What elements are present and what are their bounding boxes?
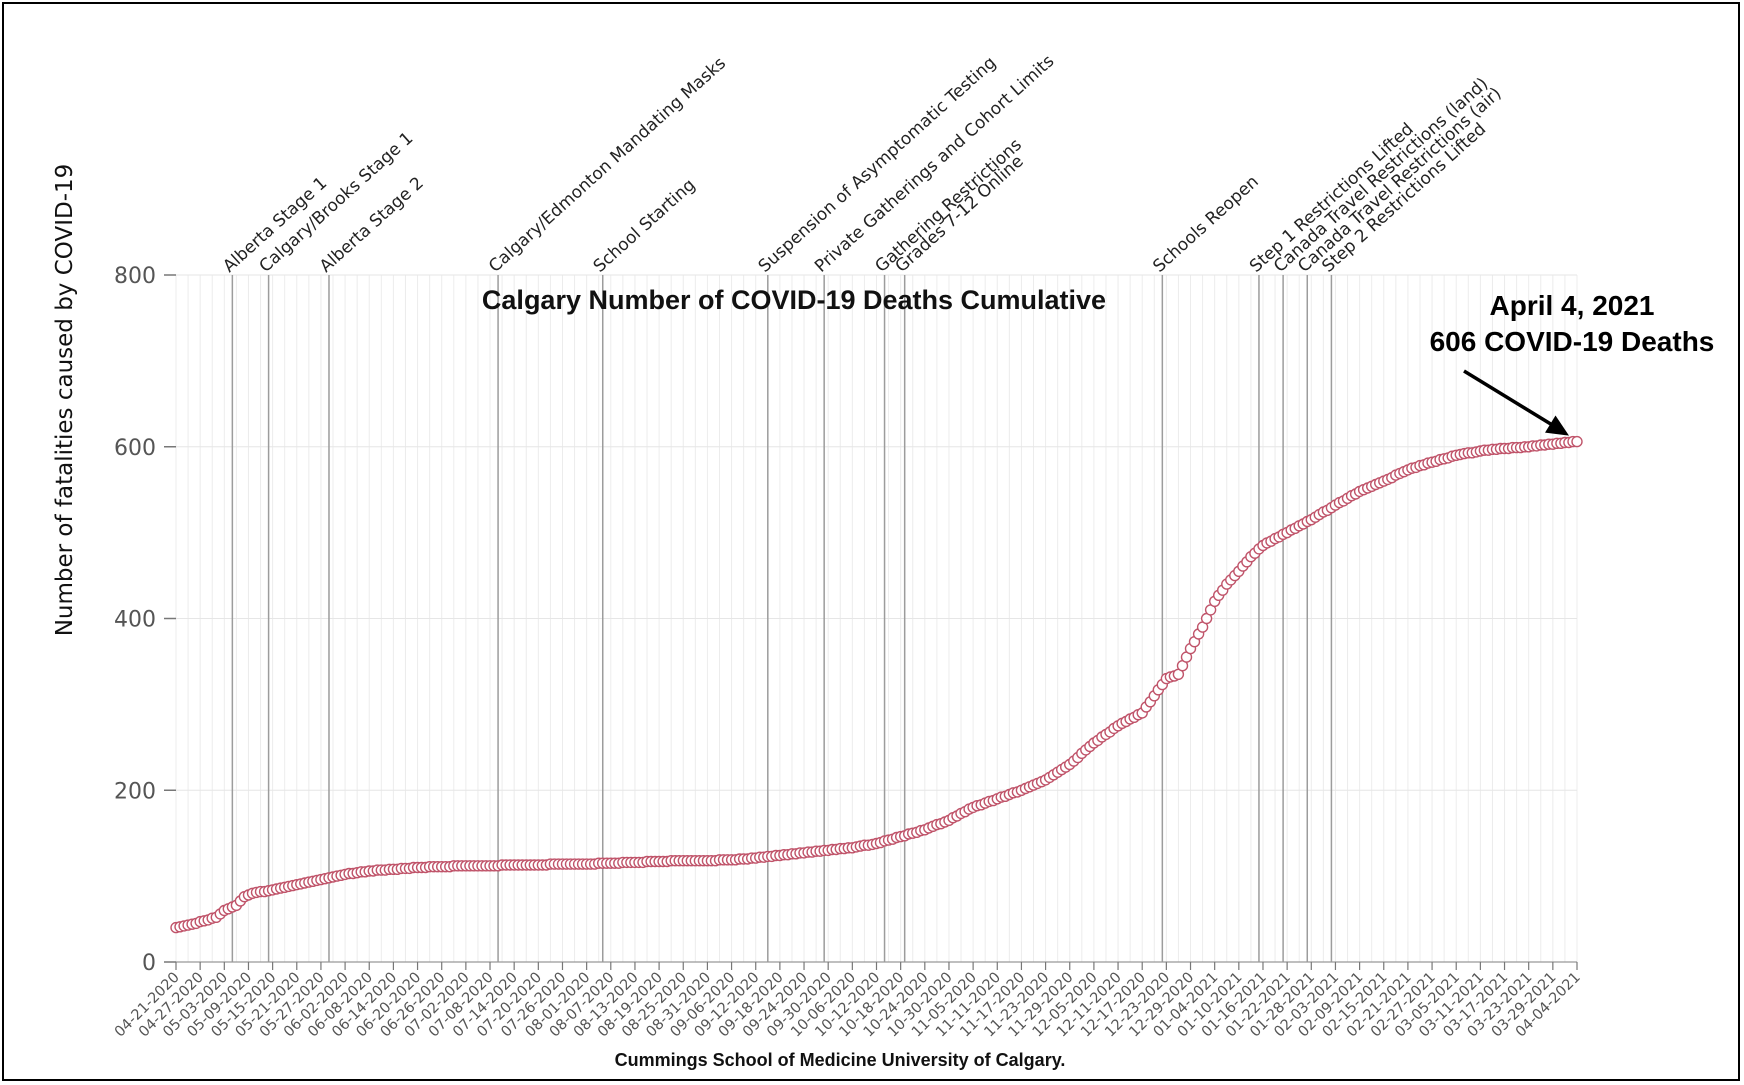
x-axis-label: Cummings School of Medicine University o…	[615, 1050, 1066, 1070]
annotation-arrow-head	[1545, 415, 1569, 436]
series-deaths	[170, 435, 1583, 934]
y-axis-label: Number of fatalities caused by COVID-19	[52, 164, 78, 637]
y-tick-label: 600	[114, 436, 156, 461]
y-tick-label: 800	[114, 264, 156, 289]
y-tick-label: 0	[142, 951, 156, 976]
annotation-arrow-shaft	[1463, 369, 1556, 429]
event-label: Canada Travel Restrictions (land)	[1270, 74, 1492, 277]
grid-lines	[175, 274, 1578, 963]
labels: Calgary Number of COVID-19 Deaths Cumula…	[52, 164, 1714, 1070]
event-label: Suspension of Asymptomatic Testing	[755, 53, 1000, 277]
chart-title: Calgary Number of COVID-19 Deaths Cumula…	[482, 285, 1106, 315]
data-point	[1571, 435, 1583, 448]
event-label: Alberta Stage 2	[316, 173, 428, 276]
axes: 020040060080004-21-202004-27-202005-03-2…	[112, 264, 1584, 1040]
event-label: School Starting	[590, 175, 700, 277]
y-tick-label: 200	[114, 779, 156, 804]
annotation-count: 606 COVID-19 Deaths	[1430, 326, 1715, 357]
annotation-arrow	[1463, 369, 1569, 436]
annotation-date: April 4, 2021	[1490, 290, 1655, 321]
y-tick-label: 400	[114, 608, 156, 633]
event-label: Calgary/Edmonton Mandating Masks	[485, 53, 730, 276]
event-label: Canada Travel Restrictions (air)	[1294, 84, 1505, 277]
